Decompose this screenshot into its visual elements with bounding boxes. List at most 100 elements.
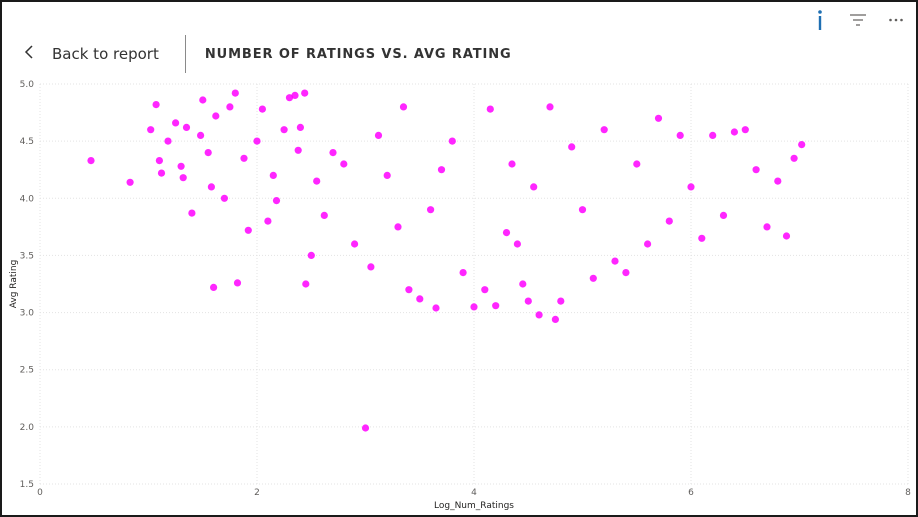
data-point: [698, 234, 706, 242]
y-tick-label: 3.5: [20, 251, 34, 261]
x-tick-label: 6: [688, 488, 694, 498]
x-tick-label: 8: [905, 488, 911, 498]
data-point: [427, 206, 435, 214]
data-point: [383, 171, 391, 179]
data-point: [177, 162, 185, 170]
data-point: [432, 304, 440, 312]
chart-title: NUMBER OF RATINGS VS. AVG RATING: [204, 46, 512, 62]
data-point: [182, 123, 191, 131]
data-point: [665, 217, 673, 225]
back-to-report-button[interactable]: Back to report: [24, 44, 159, 64]
data-point: [329, 149, 337, 157]
data-point: [294, 146, 302, 154]
data-point: [719, 211, 728, 219]
data-points: [87, 89, 806, 432]
y-axis-label: Avg Rating: [9, 260, 19, 309]
data-point: [741, 126, 749, 134]
data-point: [709, 131, 717, 139]
gridlines: [39, 83, 909, 485]
data-point: [204, 149, 212, 157]
filter-icon[interactable]: [846, 8, 870, 32]
data-point: [730, 128, 739, 136]
data-point: [87, 157, 95, 165]
data-point: [394, 223, 402, 231]
data-point: [448, 137, 456, 145]
y-tick-label: 5.0: [20, 80, 35, 90]
data-point: [269, 171, 277, 179]
data-point: [253, 137, 261, 145]
data-point: [280, 126, 288, 134]
data-point: [519, 280, 527, 288]
data-point: [416, 295, 424, 303]
data-point: [578, 206, 587, 214]
data-point: [790, 154, 798, 162]
chevron-left-icon: [24, 44, 34, 64]
data-point: [231, 89, 239, 97]
data-point: [301, 89, 309, 97]
data-point: [172, 119, 180, 127]
y-tick-label: 3.0: [20, 309, 35, 319]
data-point: [508, 160, 516, 168]
visual-toolbar: [808, 8, 908, 32]
data-point: [492, 302, 500, 310]
data-point: [272, 197, 281, 205]
data-point: [258, 105, 266, 113]
data-point: [687, 183, 695, 191]
data-point: [481, 286, 489, 294]
data-point: [285, 94, 294, 102]
data-point: [486, 105, 494, 113]
data-point: [320, 211, 328, 219]
data-point: [367, 263, 375, 271]
data-point: [147, 126, 155, 134]
info-icon[interactable]: [808, 8, 832, 32]
data-point: [199, 96, 207, 104]
data-point: [207, 183, 215, 191]
data-point: [302, 280, 310, 288]
data-point: [782, 232, 791, 240]
more-options-icon[interactable]: [884, 8, 908, 32]
data-point: [340, 160, 348, 168]
data-point: [568, 143, 576, 151]
data-point: [633, 160, 641, 168]
data-point: [152, 101, 160, 109]
data-point: [291, 91, 299, 99]
y-tick-label: 4.0: [20, 194, 35, 204]
data-point: [600, 126, 608, 134]
y-tick-label: 1.5: [20, 480, 34, 490]
data-point: [264, 217, 272, 225]
header: Back to report NUMBER OF RATINGS VS. AVG…: [24, 32, 512, 76]
data-point: [361, 424, 370, 432]
data-point: [763, 223, 771, 231]
data-point: [157, 169, 166, 177]
data-point: [197, 131, 205, 139]
data-point: [589, 274, 597, 282]
data-point: [611, 257, 619, 265]
y-axis-ticks: 1.5 2.0 2.5 3.0 3.5 4.0 4.5 5.0: [20, 80, 35, 490]
data-point: [212, 112, 220, 120]
data-point: [307, 251, 315, 259]
data-point: [210, 283, 218, 291]
data-point: [676, 131, 684, 139]
x-tick-label: 2: [254, 488, 260, 498]
data-point: [530, 183, 538, 191]
y-tick-label: 4.5: [20, 137, 34, 147]
data-point: [405, 286, 413, 294]
x-axis-ticks: 0 2 4 6 8: [37, 488, 911, 498]
data-point: [188, 209, 196, 217]
data-point: [524, 297, 532, 305]
data-point: [470, 303, 478, 311]
data-point: [774, 177, 782, 185]
data-point: [164, 137, 172, 145]
data-point: [233, 279, 242, 287]
data-point: [622, 269, 630, 277]
back-to-report-label: Back to report: [52, 45, 159, 63]
x-tick-label: 4: [471, 488, 477, 498]
data-point: [459, 269, 467, 277]
data-point: [557, 297, 565, 305]
data-point: [437, 166, 446, 174]
data-point: [240, 154, 248, 162]
data-point: [502, 229, 511, 237]
header-divider: [184, 35, 186, 73]
